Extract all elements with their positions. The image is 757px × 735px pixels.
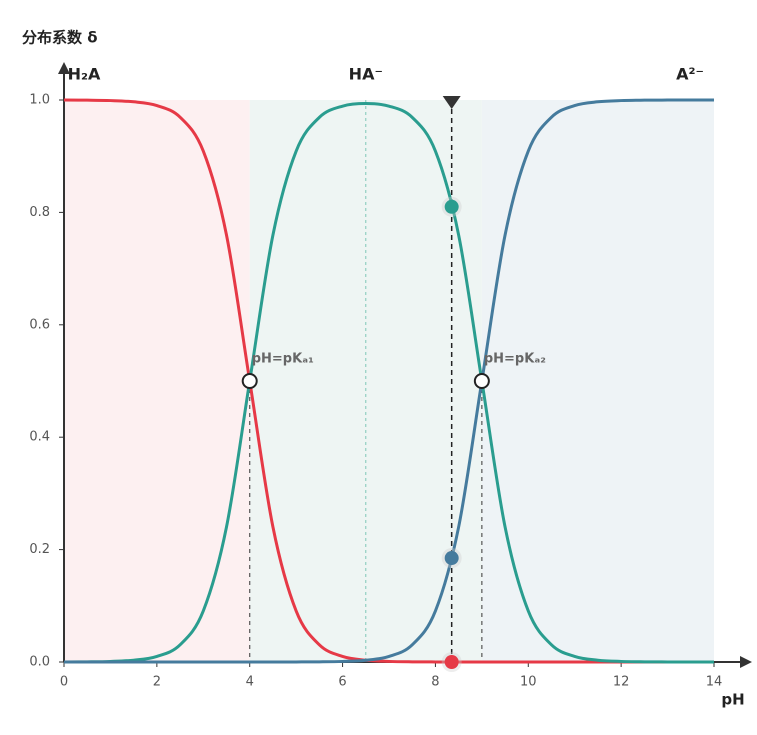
marker-pointer [442,96,461,109]
series-line [64,98,715,664]
x-tick-label: 8 [431,675,439,690]
y-tick-label: 0.2 [29,542,50,557]
y-tick-label: 0.8 [29,205,50,220]
y-axis-label: 分布系数 δ [22,29,98,47]
series-line [63,102,715,664]
marker-point [444,199,459,214]
annotation: pH=pKₐ₁ [252,352,314,367]
y-tick-label: 0.4 [29,430,50,445]
pka-point [473,373,490,389]
x-axis-arrow [740,656,752,668]
x-tick-label: 10 [520,675,537,690]
x-tick-label: 0 [60,675,68,690]
x-axis-label: pH [721,691,744,709]
pka-point [241,373,258,389]
region-label: A²⁻ [676,65,704,84]
x-tick-label: 14 [706,675,723,690]
annotation: pH=pKₐ₂ [484,352,546,367]
y-axis-arrow [58,62,70,74]
x-tick-label: 12 [613,675,630,690]
region [481,100,714,662]
y-tick-label: 1.0 [29,93,50,108]
marker-point [444,551,459,566]
x-tick-label: 6 [338,675,346,690]
x-tick-label: 4 [246,675,254,690]
y-tick-label: 0.0 [29,655,50,670]
region-label: HA⁻ [349,65,383,84]
region [64,100,250,662]
x-tick-label: 2 [153,675,161,690]
region-label: H₂A [68,65,101,84]
marker-point [444,655,459,669]
y-tick-label: 0.6 [29,317,50,332]
